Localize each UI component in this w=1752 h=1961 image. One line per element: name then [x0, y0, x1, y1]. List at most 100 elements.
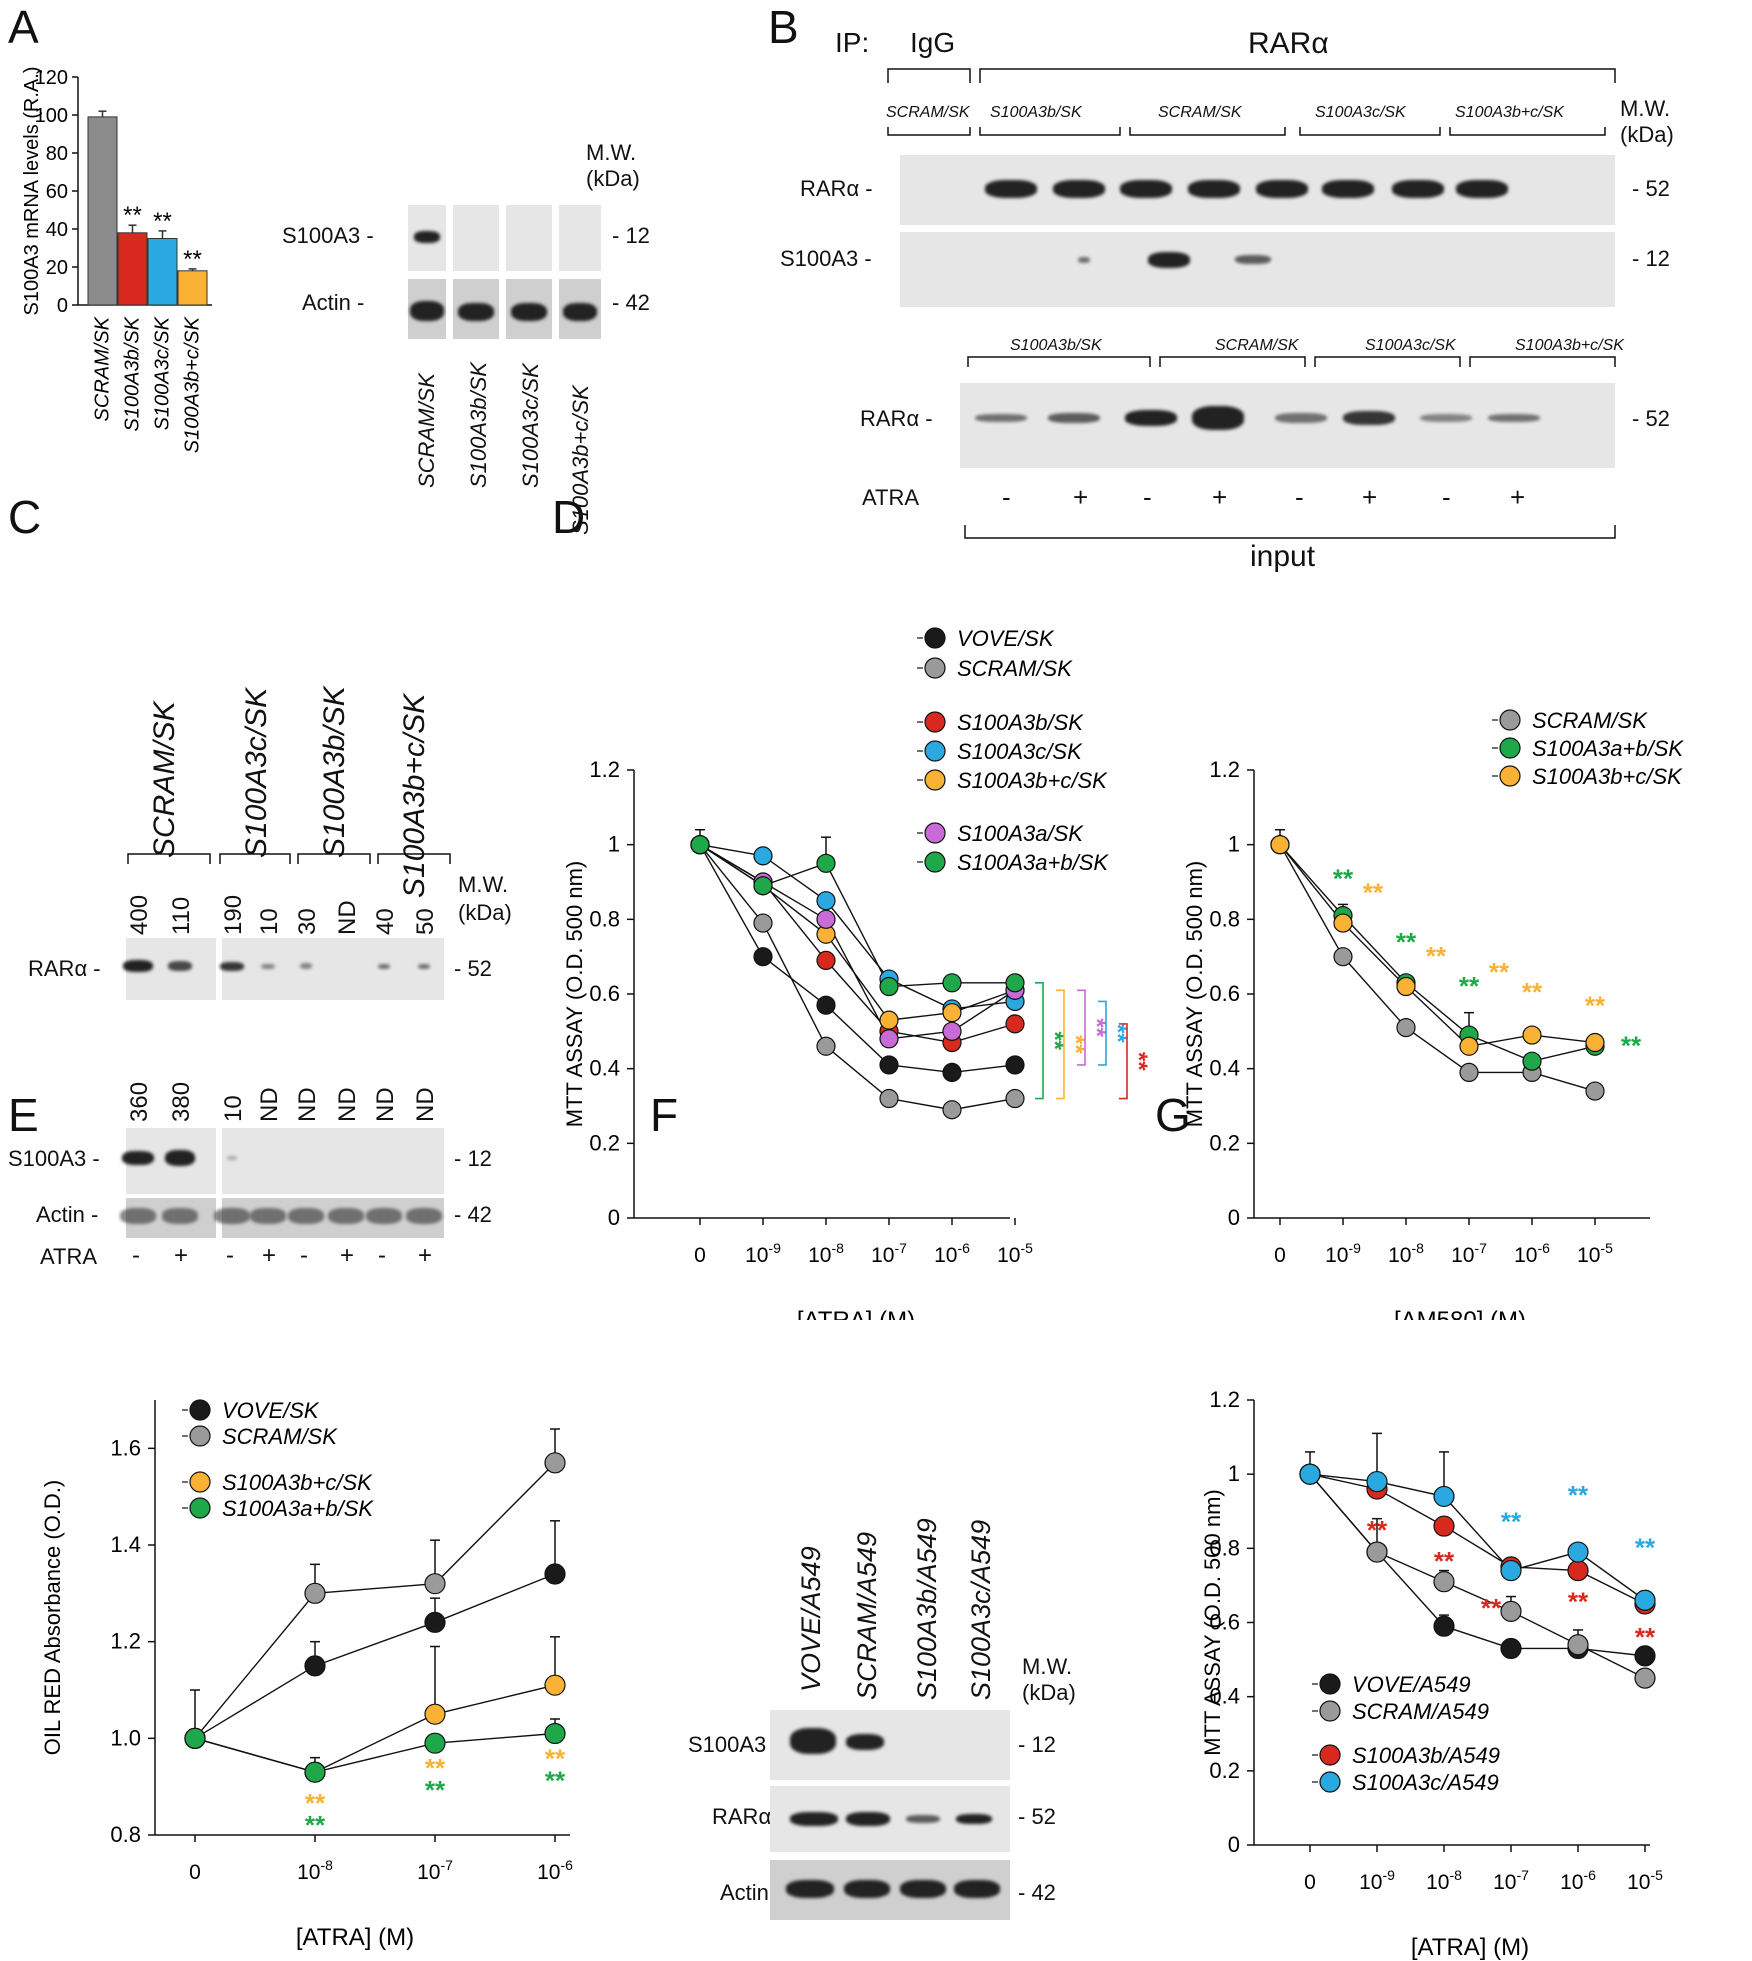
legend-marker — [189, 1497, 211, 1519]
panel-f-band-actin-1 — [786, 1880, 834, 1898]
rar-value: 190 — [220, 894, 247, 935]
data-point — [1459, 1036, 1479, 1056]
atra-sign: + — [262, 1242, 277, 1269]
panel-c-rar-label: RARα - — [28, 956, 101, 981]
x-axis-label: [ATRA] (M) — [296, 1924, 414, 1951]
panel-b-group-2: S100A3b/SK — [990, 104, 1082, 121]
data-point — [1396, 976, 1416, 997]
series-line — [194, 1462, 556, 1739]
significance-mark: ** — [153, 208, 172, 235]
band-rar-ip — [985, 180, 1037, 198]
legend-label: SCRAM/A549 — [1352, 1699, 1489, 1724]
panel-f-band-rar-2 — [846, 1812, 890, 1826]
tick-label-y: 0.2 — [1209, 1130, 1240, 1155]
tick-label-y: 1 — [1228, 1461, 1240, 1486]
tick-label-y: 0.6 — [1209, 1610, 1240, 1635]
data-point — [1459, 1062, 1479, 1082]
tick-label-y: 0 — [1228, 1832, 1240, 1857]
significance-mark: ** — [1041, 1031, 1068, 1050]
data-point — [424, 1732, 446, 1754]
panel-b-band-s100a3-1 — [1148, 252, 1190, 268]
legend-marker — [924, 657, 946, 679]
legend-marker — [1319, 1744, 1341, 1766]
lane-label: S100A3b/A549 — [912, 1518, 942, 1700]
legend-label: VOVE/A549 — [1352, 1672, 1471, 1697]
panel-b-gel-s100a3 — [900, 232, 1615, 307]
data-point — [1270, 835, 1290, 855]
rar-value: 110 — [168, 896, 195, 935]
legend-label: S100A3a+b/SK — [222, 1496, 374, 1521]
band-rar — [261, 963, 275, 969]
data-point — [942, 1003, 962, 1023]
panel-b-band-s100a3-2 — [1235, 255, 1271, 264]
legend-marker — [924, 769, 946, 791]
tick-label-y: 1.2 — [1209, 1387, 1240, 1412]
legend-marker — [924, 740, 946, 762]
panel-b-mw-52-input: - 52 — [1632, 406, 1670, 431]
tick-label-y: 0.2 — [589, 1130, 620, 1155]
series-line — [1309, 1473, 1646, 1679]
data-point — [753, 947, 773, 967]
panel-label-b: B — [768, 1, 799, 53]
band-actin — [120, 1208, 156, 1224]
significance-mark: ** — [183, 246, 202, 273]
data-point — [1366, 1470, 1388, 1493]
legend-marker — [924, 711, 946, 733]
legend-marker — [924, 851, 946, 873]
tick-label-x: 10-7 — [1493, 1867, 1529, 1894]
significance-mark: ** — [425, 1753, 446, 1783]
legend-label: S100A3b+c/SK — [957, 768, 1108, 793]
lane-label: S100A3c/A549 — [966, 1519, 996, 1700]
atra-sign: - — [226, 1242, 234, 1269]
panel-f-band-actin-4 — [954, 1880, 1000, 1898]
series-line — [1279, 844, 1596, 1092]
tick-label-x: 10-6 — [537, 1857, 573, 1884]
panel-c-atra-label: ATRA — [40, 1244, 98, 1269]
data-point — [1005, 1014, 1025, 1034]
tick-label-x: 10-7 — [1451, 1240, 1487, 1267]
tick-label-x: 10-5 — [997, 1240, 1033, 1267]
s100a3-value: 10 — [220, 1095, 247, 1122]
data-point — [544, 1674, 566, 1696]
significance-mark: ** — [1396, 927, 1417, 957]
panel-f-band-actin-2 — [844, 1880, 890, 1898]
legend-label: S100A3b/A549 — [1352, 1743, 1500, 1768]
panel-c-brackets — [127, 853, 451, 864]
panel-label-f: F — [650, 1089, 679, 1141]
s100a3-value: 360 — [126, 1081, 153, 1122]
tick-label-y: 1.2 — [1209, 757, 1240, 782]
atra-sign: - — [1002, 482, 1011, 512]
group-label: SCRAM/SK — [148, 701, 181, 858]
data-point — [1396, 1018, 1416, 1038]
band-rar-ip — [1188, 180, 1240, 198]
data-point — [879, 1055, 899, 1075]
panel-b-group-3: SCRAM/SK — [1158, 104, 1242, 121]
band-rar-input — [975, 414, 1027, 422]
band-actin — [406, 1208, 442, 1224]
panel-b-band-s100a3-3 — [1078, 257, 1090, 263]
bar — [147, 238, 178, 306]
tick-label-y: 1.0 — [110, 1725, 141, 1750]
panel-b-input-group-2: SCRAM/SK — [1215, 337, 1299, 354]
band-rar — [300, 963, 312, 969]
panel-b-input-rar-label: RARα - — [860, 406, 933, 431]
rar-value: ND — [334, 900, 361, 935]
tick-label-x: 10-6 — [1560, 1867, 1596, 1894]
legend-label: S100A3b+c/SK — [222, 1470, 373, 1495]
significance-mark: ** — [1635, 1622, 1656, 1652]
data-point — [1522, 1051, 1542, 1071]
legend-marker — [1319, 1673, 1341, 1695]
panel-label-e: E — [8, 1089, 39, 1141]
tick-label-y: 40 — [46, 219, 68, 241]
tick-label-y: 0.8 — [110, 1822, 141, 1847]
panel-d-right-chart: 0 0.2 0.4 0.6 0.8 1 1.2 0 10-9 10-8 10-7 10-6 10-5 [A… — [1182, 708, 1684, 1320]
panel-b-input-group-1: S100A3b/SK — [1010, 337, 1102, 354]
y-axis-label: S100A3 mRNA levels (R.A.) — [21, 67, 43, 316]
atra-sign: - — [1143, 482, 1152, 512]
data-point — [1634, 1589, 1656, 1611]
data-point — [304, 1761, 326, 1783]
significance-mark: ** — [1104, 1024, 1131, 1043]
panel-f-band-actin-3 — [900, 1880, 946, 1898]
band-rar-input — [1488, 414, 1540, 422]
s100a3-value: ND — [372, 1087, 399, 1122]
